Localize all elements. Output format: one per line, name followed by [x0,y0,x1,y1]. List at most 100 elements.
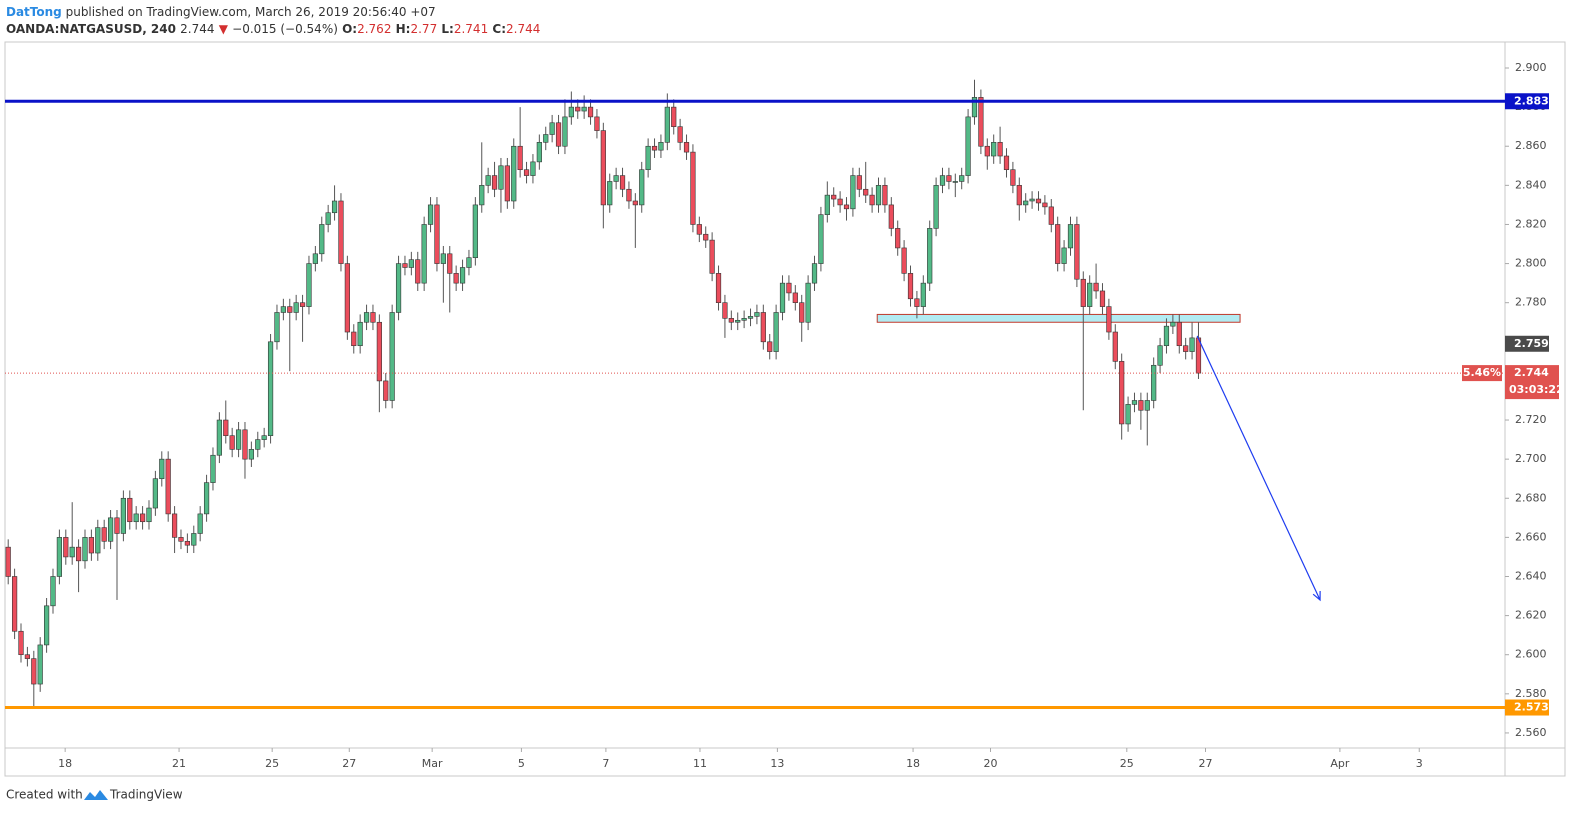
candle-body [792,292,798,303]
candle-body [555,122,562,147]
o-label: O: [342,22,357,36]
candle-body [376,321,382,382]
candle-body [299,302,306,307]
candle-body [741,318,747,321]
candle-body [613,175,619,182]
candle-body [869,194,875,206]
candle-body [760,312,766,343]
brand-logo [84,790,108,800]
candle-body [1093,282,1099,292]
candle-body [408,259,414,268]
x-tick-label: 20 [983,757,997,770]
candle-body [511,145,517,202]
candle-body [466,257,472,268]
candle-body [440,253,446,264]
candle-body [901,247,907,274]
candle-body [133,513,139,523]
change: −0.015 (−0.54%) [232,22,338,36]
candle-body [607,181,613,206]
candle-body [434,204,440,264]
candle-body [63,537,69,558]
frame [4,41,1566,777]
y-tick-label: 2.800 [1515,257,1547,270]
candle-body [786,282,792,294]
x-tick-label: 27 [1199,757,1213,770]
x-tick-label: 25 [265,757,279,770]
candle-body [728,318,734,323]
candle-body [779,282,786,313]
candle-body [171,513,178,538]
candle-body [805,282,811,323]
level-label-box [1505,699,1549,716]
candle-body [811,263,818,284]
c-value: 2.744 [506,22,540,36]
candle-body [357,321,363,347]
candle-body [600,130,606,206]
candle-body [1055,224,1061,264]
resistance-zone [876,313,1241,323]
candle-body [965,116,971,176]
candle-body [344,263,350,333]
candle-body [683,142,690,153]
l-value: 2.741 [454,22,488,36]
x-tick-label: 25 [1120,757,1134,770]
candle-body [895,228,901,249]
candle-body [978,97,984,147]
candle-body [389,312,395,401]
candle-body [287,306,293,313]
countdown-label: 03:03:22 [1509,383,1564,396]
candle-body [139,513,146,523]
footer-brand: TradingView [109,788,183,802]
candle-body [402,263,408,268]
candle-body [1080,278,1086,307]
candle-body [843,204,850,210]
candle-body [914,298,920,307]
candle-body [927,228,933,284]
candle-body [370,312,376,323]
forecast-arrow [1196,335,1321,601]
candle-body [856,175,862,190]
candle-body [1170,321,1176,327]
h-value: 2.77 [410,22,437,36]
y-tick-label: 2.720 [1515,413,1547,426]
c-label: C: [492,22,506,36]
l-label: L: [441,22,453,36]
y-tick-label: 2.860 [1515,139,1547,152]
candle-body [235,429,242,450]
candle-body [837,198,843,206]
candle-body [498,165,504,190]
x-tick-label: 18 [906,757,920,770]
plot [5,79,1241,708]
header-line: DatTong published on TradingView.com, Ma… [6,5,436,19]
candle-body [184,540,190,546]
candle-body [799,302,805,323]
candle-body [1176,321,1182,347]
candle-body [504,165,510,202]
candle-body [587,106,594,118]
y-tick-label: 2.640 [1515,569,1547,582]
candle-body [619,175,626,190]
candle-body [152,478,158,509]
candle-body [37,644,43,685]
x-tick-label: 7 [602,757,609,770]
candle-body [459,267,466,284]
candle-body [351,331,357,347]
candle-body [1144,400,1150,411]
candle-body [306,263,312,307]
candle-body [517,145,523,171]
level-label: 2.883 [1514,94,1549,107]
candle-body [421,224,427,284]
candle-body [1106,306,1112,333]
candle-body [1023,200,1029,206]
candle-body [325,212,331,225]
x-tick-label: 18 [58,757,72,770]
candle-body [850,175,856,210]
candle-body [971,97,978,118]
candle-body [722,302,728,319]
candle-body [43,605,50,646]
candle-body [773,312,779,352]
candle-body [293,302,299,313]
candle-body [18,630,24,656]
candle-body [248,449,254,460]
candle-body [5,546,11,577]
